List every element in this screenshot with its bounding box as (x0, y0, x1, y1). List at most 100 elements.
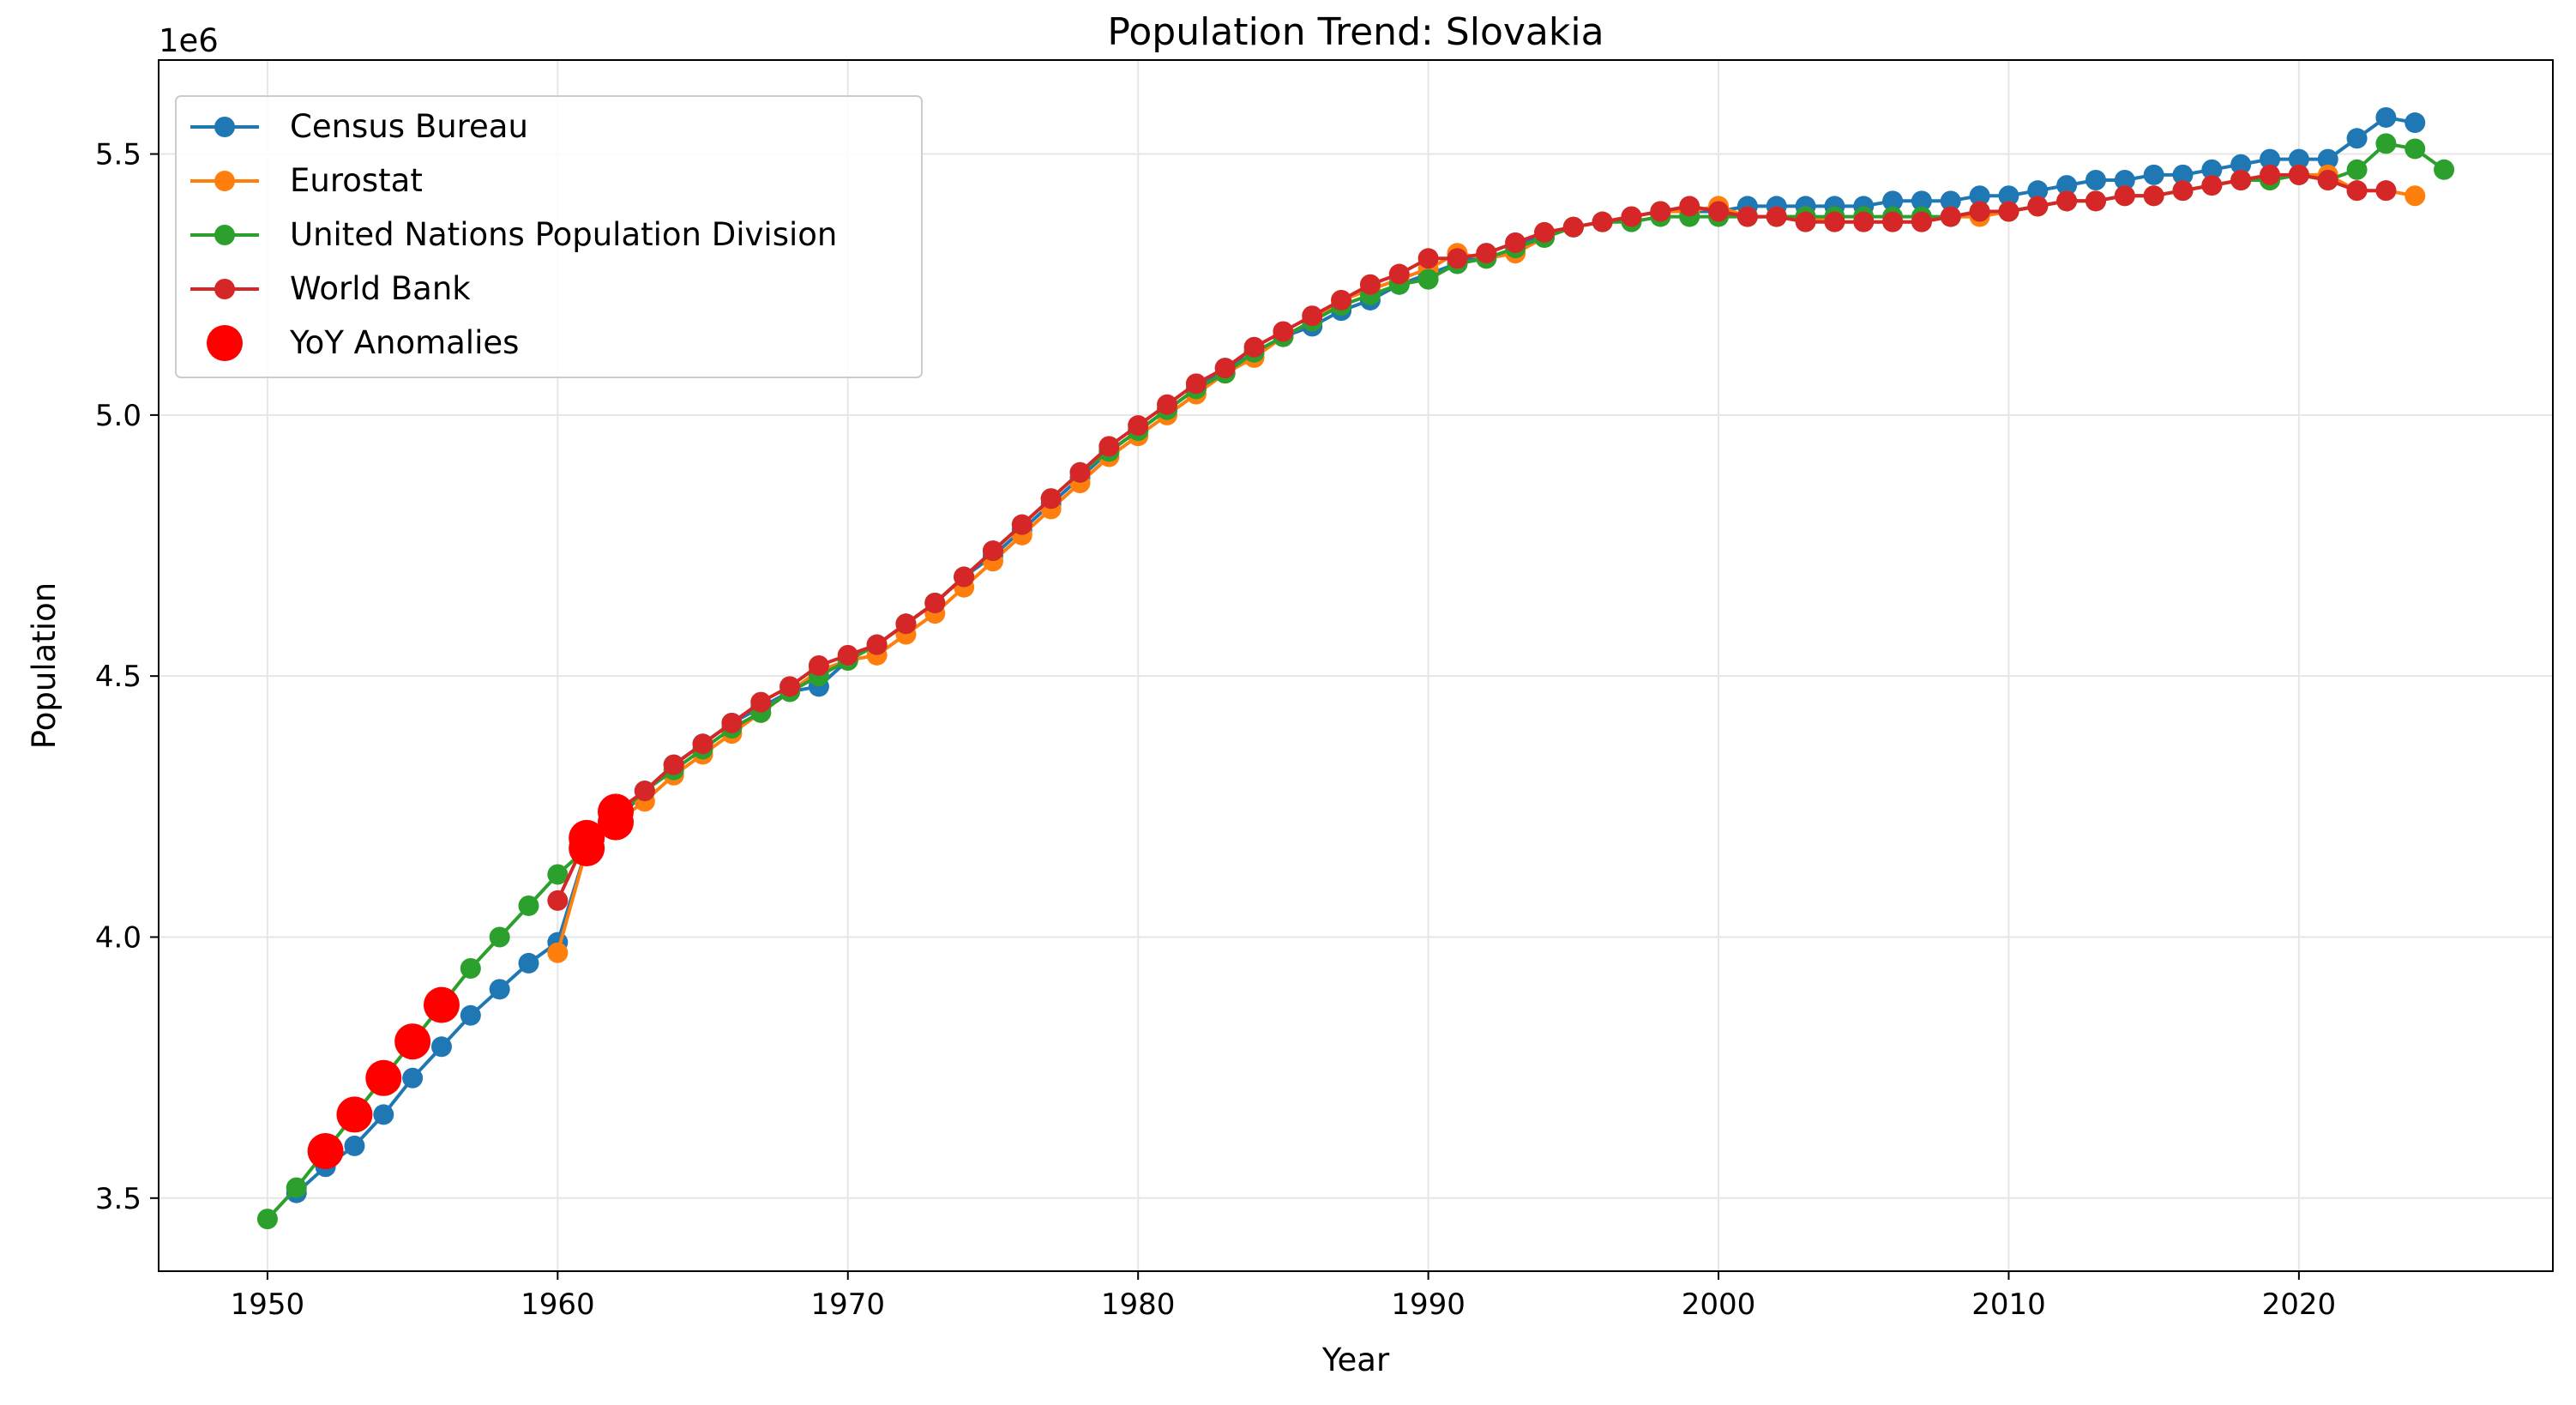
data-point (1476, 243, 1497, 264)
data-point (1417, 248, 1439, 269)
data-point (1621, 206, 1642, 227)
data-point (1302, 305, 1323, 327)
series-line (556, 172, 2386, 901)
legend-marker (207, 325, 243, 361)
data-point (2404, 112, 2426, 134)
y-tick-label: 5.0 (95, 399, 141, 433)
data-point (2230, 169, 2252, 190)
data-point (2434, 159, 2455, 180)
data-point (1040, 488, 1062, 510)
legend: Census Bureau Eurostat United Nations Popu… (175, 95, 923, 378)
data-point (344, 1135, 365, 1156)
legend-item-world-bank: World Bank (190, 270, 471, 307)
y-tick-label: 4.0 (95, 920, 141, 955)
anomaly-point (598, 793, 635, 830)
data-point (489, 979, 510, 1000)
data-point (518, 895, 539, 916)
data-point (1069, 461, 1091, 483)
data-point (1679, 196, 1700, 217)
data-point (2230, 154, 2252, 175)
data-point (2346, 180, 2368, 202)
data-point (1998, 201, 2019, 222)
data-point (1882, 211, 1904, 232)
legend-label: YoY Anomalies (289, 324, 519, 361)
y-tick-label: 4.5 (95, 660, 141, 694)
data-point (1650, 201, 1671, 222)
anomaly-point (394, 1023, 431, 1060)
data-point (1098, 436, 1120, 457)
data-point (2172, 180, 2194, 202)
legend-box (175, 95, 923, 378)
data-point (430, 1036, 452, 1058)
y-axis-offset-label: 1e6 (159, 22, 219, 59)
data-point (2375, 106, 2397, 128)
y-axis-label: Population (26, 582, 63, 749)
x-tick-label: 2020 (2262, 1287, 2337, 1322)
data-point (518, 952, 539, 974)
legend-label: World Bank (290, 270, 471, 307)
anomaly-point (365, 1059, 402, 1096)
data-point (2404, 138, 2426, 160)
data-point (1911, 190, 1932, 212)
data-point (2317, 148, 2338, 170)
data-point (1998, 185, 2019, 207)
data-point (1417, 268, 1439, 290)
data-point (1562, 216, 1584, 238)
axis-ticks: 1950 1960 1970 1980 1990 2000 2010 2020 3.5 4.0 4.… (95, 138, 2336, 1322)
data-point (2027, 180, 2049, 202)
data-point (1447, 248, 1468, 269)
data-point (1273, 321, 1294, 342)
x-tick-label: 1990 (1391, 1287, 1466, 1322)
legend-item-united-nations-population-division: United Nations Population Division (190, 216, 837, 253)
data-point (2056, 175, 2078, 196)
data-point (2085, 190, 2106, 212)
data-point (866, 634, 888, 655)
data-point (1388, 263, 1410, 285)
data-point (489, 926, 510, 948)
data-point (634, 781, 655, 802)
data-point (2143, 185, 2164, 207)
legend-label: Eurostat (290, 162, 423, 199)
data-point (1969, 185, 1990, 207)
data-point (837, 644, 858, 666)
legend-marker (214, 171, 235, 191)
data-point (2260, 148, 2281, 170)
data-point (692, 733, 713, 755)
data-point (2260, 164, 2281, 185)
data-point (924, 592, 946, 613)
x-tick-label: 1980 (1101, 1287, 1176, 1322)
data-point (2085, 169, 2106, 190)
data-point (460, 958, 481, 979)
data-point (1011, 514, 1032, 535)
data-point (1940, 206, 1961, 227)
data-point (1969, 201, 1990, 222)
x-tick-label: 1960 (521, 1287, 595, 1322)
x-tick-label: 2000 (1682, 1287, 1756, 1322)
data-point (1128, 415, 1149, 437)
legend-item-census-bureau: Census Bureau (190, 108, 528, 145)
anomaly-group (307, 793, 635, 1170)
data-point (2172, 164, 2194, 185)
anomaly-point (423, 986, 460, 1023)
anomaly-point (569, 819, 605, 856)
data-point (1214, 358, 1236, 379)
data-point (895, 613, 917, 635)
legend-label: United Nations Population Division (290, 216, 837, 253)
legend-marker (214, 117, 235, 137)
legend-label: Census Bureau (290, 108, 528, 145)
data-point (2027, 196, 2049, 217)
data-point (2346, 159, 2368, 180)
data-point (1331, 289, 1352, 311)
data-point (2114, 185, 2135, 207)
chart-title: Population Trend: Slovakia (1107, 10, 1604, 54)
y-tick-label: 5.5 (95, 138, 141, 172)
axes-frame (158, 59, 2554, 1272)
data-point (402, 1067, 424, 1088)
data-point (547, 942, 569, 963)
legend-item-eurostat: Eurostat (190, 162, 423, 199)
legend-marker (214, 225, 235, 245)
data-point (954, 566, 975, 588)
data-point (2288, 164, 2309, 185)
data-point (2201, 175, 2223, 196)
